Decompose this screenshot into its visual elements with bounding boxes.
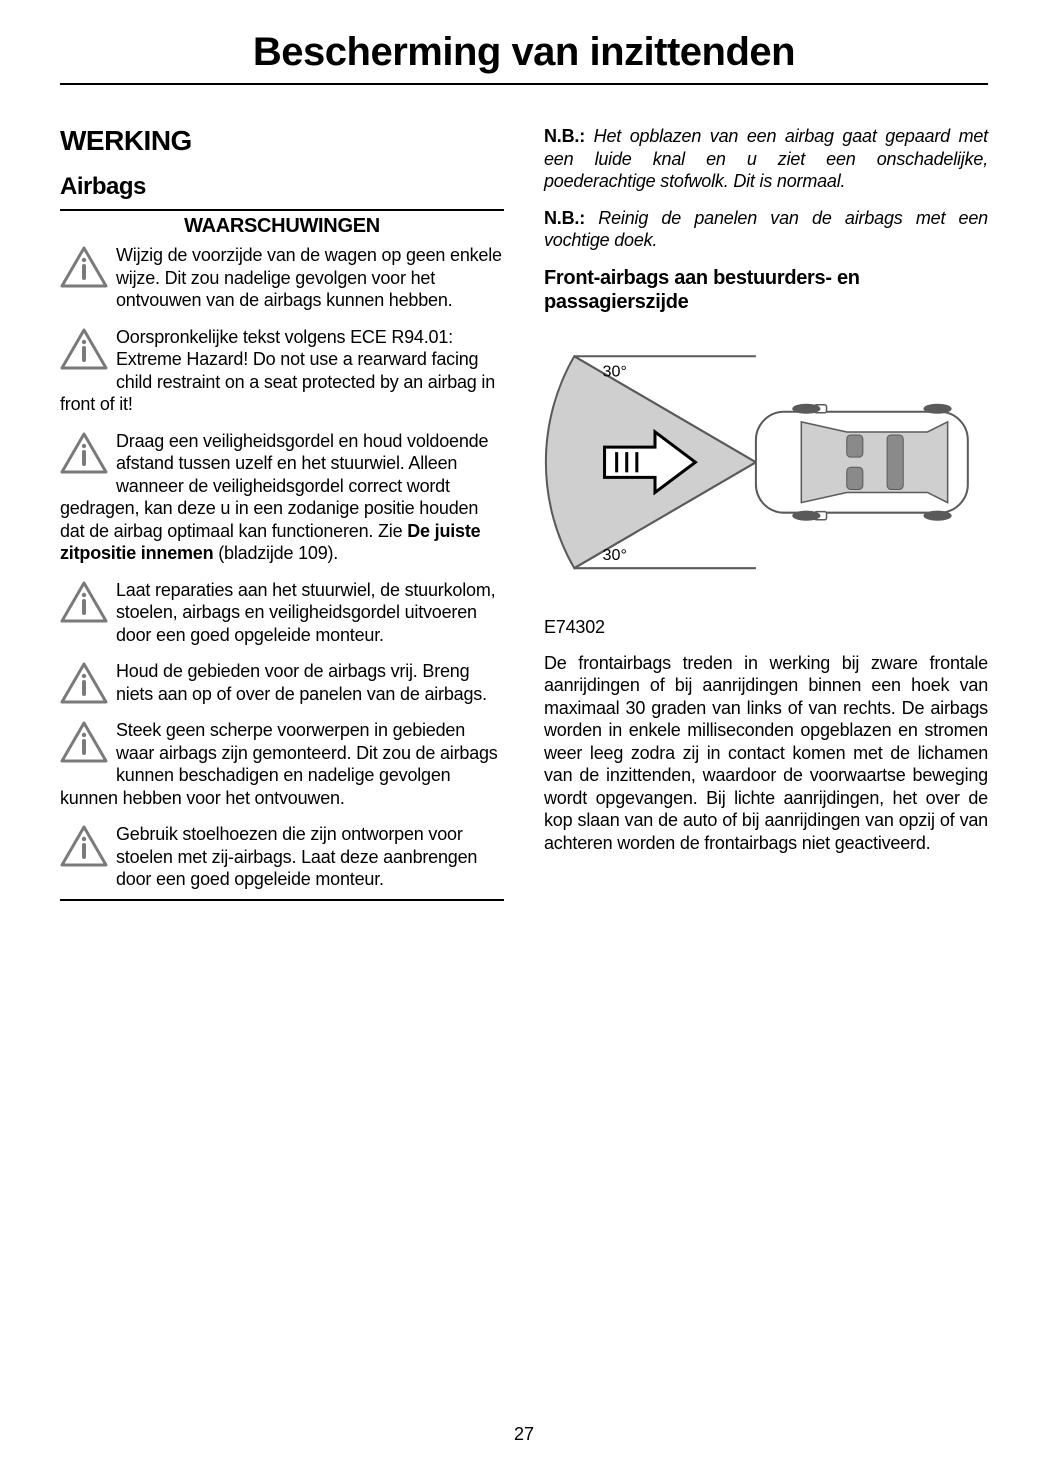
front-airbags-body: De frontairbags treden in werking bij zw… bbox=[544, 652, 988, 855]
warning-item: Gebruik stoelhoezen die zijn ontworpen v… bbox=[60, 823, 504, 901]
note: N.B.: Het opblazen van een airbag gaat g… bbox=[544, 125, 988, 193]
subsection-title: Airbags bbox=[60, 173, 504, 201]
two-column-layout: WERKING Airbags WAARSCHUWINGEN Wijzig de… bbox=[60, 125, 988, 915]
note-label: N.B.: bbox=[544, 208, 585, 228]
page-number: 27 bbox=[0, 1424, 1048, 1445]
car-top-view-svg: 30° 30° bbox=[544, 326, 988, 598]
warning-text: Wijzig de voorzijde van de wagen op geen… bbox=[116, 245, 502, 310]
cross-reference-page: (bladzijde 109). bbox=[213, 543, 338, 563]
warning-text: Steek geen scherpe voorwerpen in gebiede… bbox=[60, 720, 498, 808]
warning-item: Draag een veiligheidsgordel en houd vold… bbox=[60, 430, 504, 565]
warning-item: Houd de gebieden voor de airbags vrij. B… bbox=[60, 660, 504, 705]
warning-item: Laat reparaties aan het stuurwiel, de st… bbox=[60, 579, 504, 647]
airbag-angle-diagram: 30° 30° bbox=[544, 326, 988, 603]
chapter-title: Bescherming van inzittenden bbox=[60, 30, 988, 85]
note-body: Reinig de panelen van de airbags met een… bbox=[544, 208, 988, 251]
left-column: WERKING Airbags WAARSCHUWINGEN Wijzig de… bbox=[60, 125, 504, 915]
right-column: N.B.: Het opblazen van een airbag gaat g… bbox=[544, 125, 988, 915]
warning-triangle-icon bbox=[60, 328, 108, 376]
warning-triangle-icon bbox=[60, 432, 108, 480]
warning-triangle-icon bbox=[60, 581, 108, 629]
section-title: WERKING bbox=[60, 125, 504, 157]
angle-label-top: 30° bbox=[603, 362, 627, 380]
warning-item: Steek geen scherpe voorwerpen in gebiede… bbox=[60, 719, 504, 809]
warning-text: Laat reparaties aan het stuurwiel, de st… bbox=[116, 580, 495, 645]
warning-item: Wijzig de voorzijde van de wagen op geen… bbox=[60, 244, 504, 312]
front-airbags-heading: Front-airbags aan bestuurders- en passag… bbox=[544, 266, 988, 314]
note: N.B.: Reinig de panelen van de airbags m… bbox=[544, 207, 988, 252]
note-label: N.B.: bbox=[544, 126, 585, 146]
figure-code: E74302 bbox=[544, 617, 988, 638]
warning-triangle-icon bbox=[60, 825, 108, 873]
note-body: Het opblazen van een airbag gaat gepaard… bbox=[544, 126, 988, 191]
page: Bescherming van inzittenden WERKING Airb… bbox=[0, 0, 1048, 1481]
warning-text: Houd de gebieden voor de airbags vrij. B… bbox=[116, 661, 487, 704]
car-outline bbox=[756, 403, 968, 520]
warning-triangle-icon bbox=[60, 721, 108, 769]
warnings-header: WAARSCHUWINGEN bbox=[60, 209, 504, 238]
warning-text: Oorspronkelijke tekst volgens ECE R94.01… bbox=[60, 327, 495, 415]
warning-item: Oorspronkelijke tekst volgens ECE R94.01… bbox=[60, 326, 504, 416]
warning-triangle-icon bbox=[60, 246, 108, 294]
warning-triangle-icon bbox=[60, 662, 108, 710]
warning-text: Gebruik stoelhoezen die zijn ontworpen v… bbox=[116, 824, 477, 889]
angle-label-bottom: 30° bbox=[603, 546, 627, 564]
